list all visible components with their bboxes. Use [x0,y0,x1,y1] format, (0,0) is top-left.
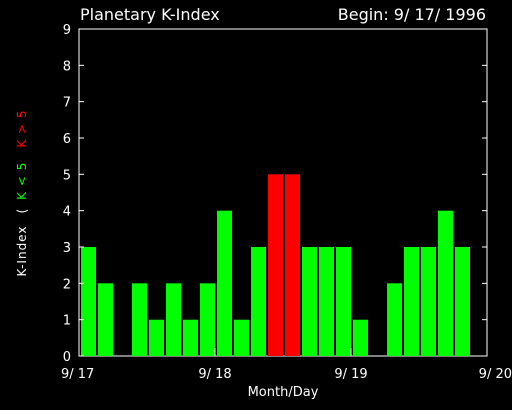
bar-19 [404,247,419,356]
y-tick-label-5: 5 [63,168,71,183]
x-tick-label-2: 9/ 19 [334,367,367,382]
bar-14 [319,247,334,356]
y-axis-label-text: K-Index [15,226,29,277]
y-axis-label-green: K < 5 [15,162,29,200]
bar-8 [217,210,232,356]
bar-21 [438,210,453,356]
y-tick-label-2: 2 [63,277,71,292]
bar-10 [251,247,266,356]
bar-15 [336,247,351,356]
bar-11 [268,174,283,356]
y-tick-label-4: 4 [63,205,71,220]
y-tick-label-0: 0 [63,350,71,365]
bar-16 [353,319,368,356]
bar-1 [98,283,113,356]
y-tick-label-1: 1 [63,314,71,329]
y-axis-label-red: K > 5 [15,109,29,147]
bar-9 [234,319,249,356]
x-tick-label-3: 9/ 20 [479,367,512,382]
x-tick-label-1: 9/ 18 [198,367,231,382]
x-axis: 9/ 17 9/ 18 9/ 19 9/ 20 [61,348,512,382]
y-tick-label-3: 3 [63,241,71,256]
bar-6 [183,319,198,356]
bar-5 [166,283,181,356]
bar-13 [302,247,317,356]
bar-20 [421,247,436,356]
bar-0 [81,247,96,356]
chart-title: Planetary K-Index [80,5,220,24]
y-axis-label: K-Index ( K < 5 K > 5 [15,109,29,276]
bar-4 [149,319,164,356]
y-tick-label-9: 9 [63,23,71,38]
y-axis: 0 1 2 3 4 5 6 7 8 9 [63,23,487,365]
bar-12 [285,174,300,356]
bar-series [81,174,470,356]
bar-18 [387,283,402,356]
plot-area: 0 1 2 3 4 5 6 7 8 9 9/ 17 9/ 18 9/ 19 9/ 20 [61,23,512,382]
y-tick-label-6: 6 [63,132,71,147]
begin-date-label: Begin: 9/ 17/ 1996 [338,5,486,24]
x-axis-label: Month/Day [248,385,319,400]
y-tick-label-8: 8 [63,59,71,74]
bar-3 [132,283,147,356]
bar-7 [200,283,215,356]
bar-22 [455,247,470,356]
y-axis-label-paren: ( [15,208,29,214]
y-tick-label-7: 7 [63,96,71,111]
x-tick-label-0: 9/ 17 [61,367,94,382]
